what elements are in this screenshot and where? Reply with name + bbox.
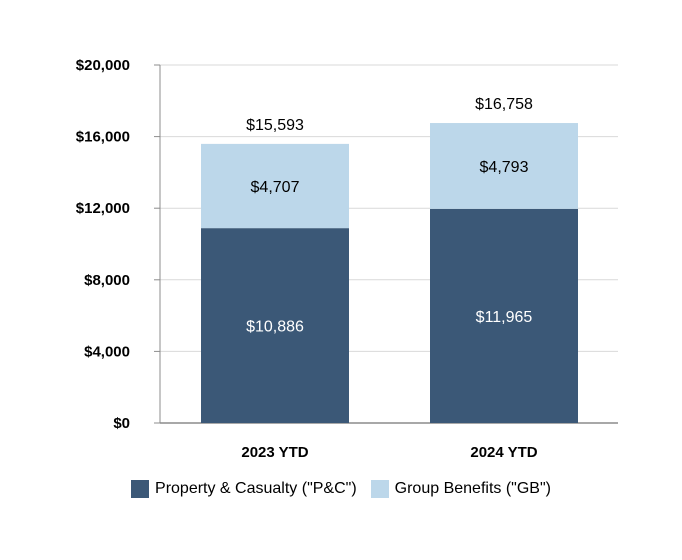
bar-segment-pc — [201, 228, 349, 423]
y-tick-label: $16,000 — [76, 129, 130, 146]
legend-swatch-gb — [370, 480, 389, 498]
bar-total-label: $15,593 — [246, 117, 304, 134]
y-tick-label: $4,000 — [84, 343, 130, 360]
legend-label-pc: Property & Casualty ("P&C") — [155, 480, 357, 497]
x-category-label: 2024 YTD — [470, 444, 537, 461]
bar-data-label: $4,793 — [480, 159, 529, 176]
legend-item-gb: Group Benefits ("GB") — [370, 480, 551, 498]
bar-data-label: $4,707 — [251, 179, 300, 196]
legend-item-pc: Property & Casualty ("P&C") — [131, 480, 357, 498]
bar-total-label: $16,758 — [475, 96, 533, 113]
y-tick-label: $12,000 — [76, 200, 130, 217]
y-tick-label: $8,000 — [84, 272, 130, 289]
bar-segment-gb — [430, 123, 578, 209]
bar-segment-gb — [201, 143, 349, 229]
bar-data-label: $11,965 — [476, 309, 533, 326]
legend: Property & Casualty ("P&C") Group Benefi… — [0, 480, 682, 498]
bar-data-label: $10,886 — [246, 319, 304, 336]
bar-segment-pc — [430, 208, 578, 423]
y-tick-label: $0 — [113, 415, 130, 432]
x-category-label: 2023 YTD — [241, 444, 308, 461]
y-tick-label: $20,000 — [76, 57, 130, 74]
legend-swatch-pc — [131, 480, 150, 498]
chart-svg: $0 $4,000 $8,000 $12,000 $16,000 $20,000 $10,8… — [76, 57, 618, 461]
legend-label-gb: Group Benefits ("GB") — [394, 480, 551, 497]
